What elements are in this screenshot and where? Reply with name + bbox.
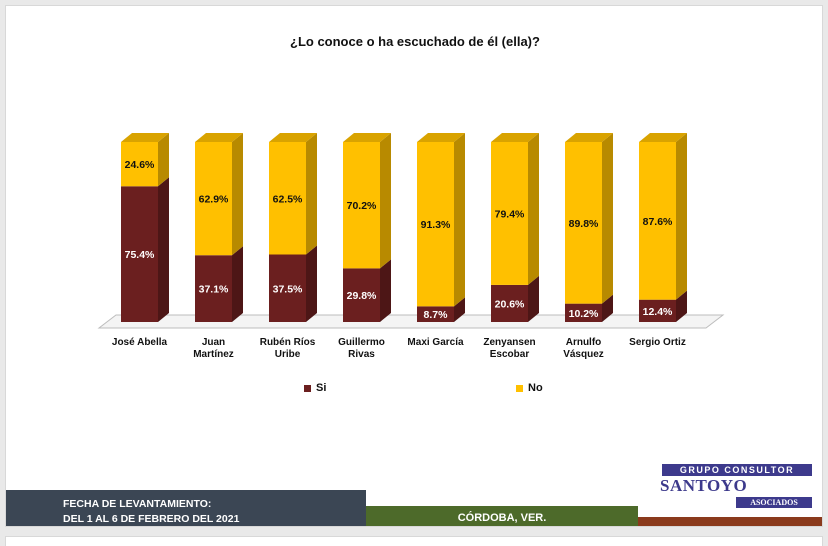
data-label-no-0: 24.6% bbox=[125, 159, 155, 171]
category-label-line: Rivas bbox=[348, 349, 375, 360]
footer-location: CÓRDOBA, VER. bbox=[366, 506, 638, 526]
bar-si-front-7 bbox=[639, 299, 676, 322]
category-label-line: Vásquez bbox=[563, 349, 604, 360]
logo-sub-text: ASOCIADOS bbox=[736, 497, 812, 508]
bar-si-side-2 bbox=[306, 245, 317, 322]
bar-no-front-4 bbox=[417, 142, 454, 307]
chart-floor bbox=[97, 314, 725, 329]
category-label-1: Juan Martínez bbox=[174, 337, 254, 361]
bar-no-front-2 bbox=[269, 142, 306, 255]
bar-no-front-0 bbox=[121, 142, 158, 187]
bar-si-front-3 bbox=[343, 268, 380, 322]
next-slide-edge bbox=[5, 536, 823, 546]
logo-top-text: GRUPO CONSULTOR bbox=[662, 464, 812, 476]
legend-swatch-no bbox=[516, 384, 523, 392]
data-label-si-5: 20.6% bbox=[495, 298, 525, 310]
bar-no-top-3 bbox=[343, 133, 391, 142]
category-label-line: Juan bbox=[201, 337, 226, 348]
category-label-line: Maxi García bbox=[407, 337, 464, 348]
category-label-line: Arnulfo bbox=[565, 337, 602, 348]
data-label-si-1: 37.1% bbox=[199, 284, 229, 296]
legend-item-no: No bbox=[516, 382, 543, 394]
bar-no-front-6 bbox=[565, 142, 602, 304]
bar-no-side-0 bbox=[158, 133, 169, 187]
bar-no-front-3 bbox=[343, 142, 380, 269]
bar-si-front-0 bbox=[121, 186, 158, 322]
data-label-no-3: 70.2% bbox=[347, 200, 377, 212]
footer-date-label: FECHA DE LEVANTAMIENTO: bbox=[63, 498, 212, 510]
data-label-no-6: 89.8% bbox=[569, 218, 599, 230]
data-label-no-7: 87.6% bbox=[643, 216, 673, 228]
data-label-no-4: 91.3% bbox=[421, 219, 451, 231]
bar-si-front-1 bbox=[195, 255, 232, 322]
bar-no-top-4 bbox=[417, 133, 465, 142]
footer-date-box: FECHA DE LEVANTAMIENTO: DEL 1 AL 6 DE FE… bbox=[6, 490, 366, 526]
bar-no-side-3 bbox=[380, 133, 391, 269]
category-label-4: Maxi García bbox=[396, 337, 476, 349]
category-label-0: José Abella bbox=[100, 337, 180, 349]
footer-accent-bar bbox=[638, 517, 822, 526]
bar-no-side-6 bbox=[602, 133, 613, 304]
category-label-3: Guillermo Rivas bbox=[322, 337, 402, 361]
data-label-si-7: 12.4% bbox=[643, 306, 673, 318]
category-label-line: Zenyansen bbox=[483, 337, 536, 348]
category-label-2: Rubén Ríos Uribe bbox=[248, 337, 328, 361]
category-label-7: Sergio Ortiz bbox=[618, 337, 698, 349]
legend-label-si: Si bbox=[316, 382, 327, 394]
bar-si-side-4 bbox=[454, 297, 465, 322]
category-label-line: Sergio Ortiz bbox=[629, 337, 686, 348]
legend-swatch-si bbox=[304, 384, 311, 392]
bar-si-side-0 bbox=[158, 177, 169, 322]
bar-si-front-4 bbox=[417, 306, 454, 322]
bar-no-side-4 bbox=[454, 133, 465, 307]
bar-si-front-6 bbox=[565, 303, 602, 322]
bar-si-side-6 bbox=[602, 294, 613, 322]
data-label-si-3: 29.8% bbox=[347, 290, 377, 302]
bar-no-side-7 bbox=[676, 133, 687, 300]
bar-no-front-7 bbox=[639, 142, 676, 300]
bar-no-front-1 bbox=[195, 142, 232, 256]
category-label-5: Zenyansen Escobar bbox=[470, 337, 550, 361]
stacked-bar-chart: 75.4% 24.6% 37.1% 62.9% 37.5% 62.5% 29.8% 70.2%… bbox=[97, 133, 725, 329]
category-label-6: Arnulfo Vásquez bbox=[544, 337, 624, 361]
bar-no-front-5 bbox=[491, 142, 528, 285]
data-label-si-0: 75.4% bbox=[125, 249, 155, 261]
bar-si-side-1 bbox=[232, 246, 243, 322]
bar-si-side-3 bbox=[380, 259, 391, 322]
data-label-si-2: 37.5% bbox=[273, 283, 303, 295]
data-label-si-6: 10.2% bbox=[569, 308, 599, 320]
bar-si-side-5 bbox=[528, 275, 539, 322]
category-label-line: Escobar bbox=[489, 349, 530, 360]
category-label-line: Martínez bbox=[193, 349, 234, 360]
bar-no-top-7 bbox=[639, 133, 687, 142]
bar-no-side-1 bbox=[232, 133, 243, 256]
bar-no-top-0 bbox=[121, 133, 169, 142]
bar-no-top-1 bbox=[195, 133, 243, 142]
legend-label-no: No bbox=[528, 382, 543, 394]
data-label-no-2: 62.5% bbox=[273, 193, 303, 205]
bar-no-top-5 bbox=[491, 133, 539, 142]
data-label-si-4: 8.7% bbox=[424, 309, 449, 321]
bar-no-side-5 bbox=[528, 133, 539, 285]
bar-no-top-2 bbox=[269, 133, 317, 142]
category-label-line: Guillermo bbox=[338, 337, 385, 348]
bar-no-side-2 bbox=[306, 133, 317, 255]
chart-title: ¿Lo conoce o ha escuchado de él (ella)? bbox=[290, 34, 540, 49]
category-label-line: Rubén Ríos bbox=[259, 337, 316, 348]
logo-name: SANTOYO bbox=[660, 476, 748, 495]
data-label-no-5: 79.4% bbox=[495, 208, 525, 220]
footer-date-value: DEL 1 AL 6 DE FEBRERO DEL 2021 bbox=[63, 513, 240, 525]
bar-no-top-6 bbox=[565, 133, 613, 142]
bar-si-front-5 bbox=[491, 284, 528, 322]
slide: ¿Lo conoce o ha escuchado de él (ella)? … bbox=[5, 5, 823, 527]
data-label-no-1: 62.9% bbox=[199, 194, 229, 206]
bar-si-side-7 bbox=[676, 290, 687, 322]
bar-si-front-2 bbox=[269, 254, 306, 322]
category-label-line: Uribe bbox=[274, 349, 301, 360]
category-label-line: José Abella bbox=[111, 337, 168, 348]
legend-item-si: Si bbox=[304, 382, 326, 394]
